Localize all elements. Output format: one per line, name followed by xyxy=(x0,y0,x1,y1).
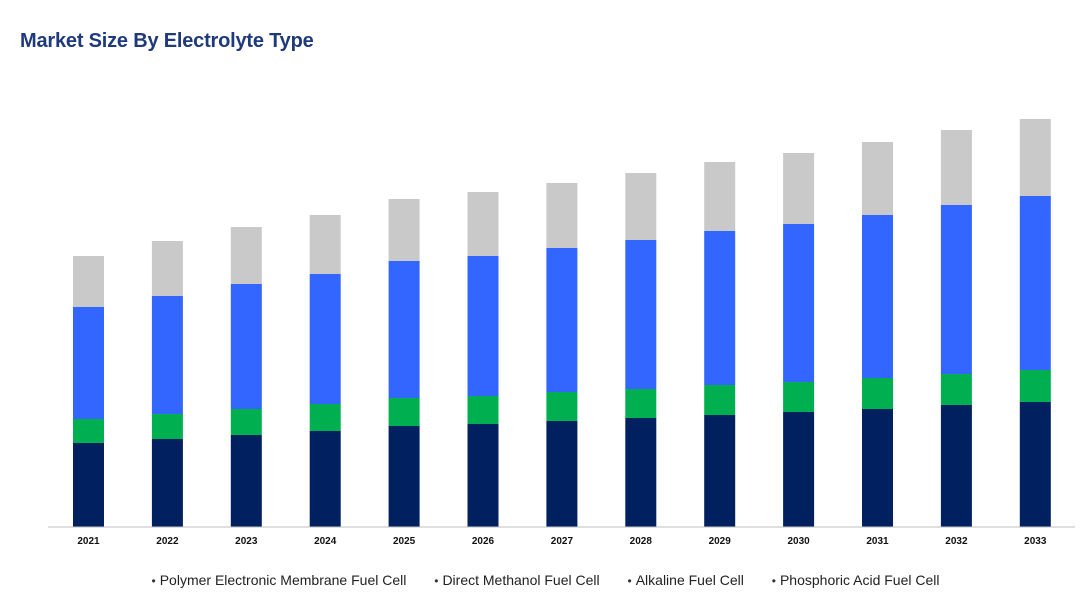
legend-label: Phosphoric Acid Fuel Cell xyxy=(779,572,940,588)
bar-2023-phosphoric-acid-fuel-cell xyxy=(230,227,262,284)
bar-2027-alkaline-fuel-cell xyxy=(546,248,578,392)
bar-2030-direct-methanol-fuel-cell xyxy=(783,382,815,412)
legend-item-pemfc: • Polymer Electronic Membrane Fuel Cell xyxy=(152,572,407,588)
x-tick-label: 2033 xyxy=(1024,536,1047,547)
x-tick-labels: 2021 2022 2023 2024 2025 2026 2027 2028 2029 2030… xyxy=(77,536,1046,547)
bar-2026-alkaline-fuel-cell xyxy=(467,256,499,396)
bar-2022-direct-methanol-fuel-cell xyxy=(151,414,183,439)
legend: • Polymer Electronic Membrane Fuel Cell •… xyxy=(0,572,1091,588)
x-tick-label: 2021 xyxy=(77,536,100,547)
bar-2029-direct-methanol-fuel-cell xyxy=(704,385,736,415)
bar-2030-alkaline-fuel-cell xyxy=(783,224,815,382)
bar-2031-alkaline-fuel-cell xyxy=(862,215,893,378)
x-tick-label: 2025 xyxy=(393,536,416,547)
bar-2028-phosphoric-acid-fuel-cell xyxy=(625,173,657,240)
legend-item-dmfc: • Direct Methanol Fuel Cell xyxy=(434,572,599,588)
x-tick-label: 2032 xyxy=(945,536,968,547)
x-tick-label: 2027 xyxy=(551,536,574,547)
bar-2026-polymer-electronic-membrane-fuel-cell xyxy=(467,424,499,527)
bar-2025-alkaline-fuel-cell xyxy=(388,261,420,398)
bar-2023-alkaline-fuel-cell xyxy=(230,284,262,409)
x-tick-label: 2028 xyxy=(630,536,653,547)
bar-2032-alkaline-fuel-cell xyxy=(940,205,972,374)
legend-item-afc: • Alkaline Fuel Cell xyxy=(628,572,744,588)
bar-2027-polymer-electronic-membrane-fuel-cell xyxy=(546,421,578,527)
bar-2021-phosphoric-acid-fuel-cell xyxy=(73,256,104,307)
legend-bullet: • xyxy=(627,574,632,588)
bar-2033-polymer-electronic-membrane-fuel-cell xyxy=(1019,402,1051,527)
bar-2027-direct-methanol-fuel-cell xyxy=(546,392,578,421)
bar-2032-phosphoric-acid-fuel-cell xyxy=(940,130,972,205)
bar-2031-direct-methanol-fuel-cell xyxy=(862,378,893,409)
x-tick-label: 2031 xyxy=(866,536,889,547)
bar-2032-direct-methanol-fuel-cell xyxy=(940,374,972,405)
bar-2026-direct-methanol-fuel-cell xyxy=(467,396,499,424)
x-tick-label: 2026 xyxy=(472,536,495,547)
x-tick-label: 2024 xyxy=(314,536,337,547)
legend-bullet: • xyxy=(771,574,776,588)
bar-2029-alkaline-fuel-cell xyxy=(704,231,736,385)
legend-label: Alkaline Fuel Cell xyxy=(635,572,744,588)
bar-2026-phosphoric-acid-fuel-cell xyxy=(467,192,499,256)
bar-2030-polymer-electronic-membrane-fuel-cell xyxy=(783,412,815,527)
bar-2025-phosphoric-acid-fuel-cell xyxy=(388,199,420,261)
bar-2021-polymer-electronic-membrane-fuel-cell xyxy=(73,443,104,527)
bar-2029-phosphoric-acid-fuel-cell xyxy=(704,162,736,231)
bar-2032-polymer-electronic-membrane-fuel-cell xyxy=(940,405,972,527)
bar-2024-direct-methanol-fuel-cell xyxy=(309,404,341,431)
x-tick-label: 2029 xyxy=(709,536,732,547)
bar-2031-polymer-electronic-membrane-fuel-cell xyxy=(862,409,893,527)
bar-2021-direct-methanol-fuel-cell xyxy=(73,419,104,443)
bar-2023-polymer-electronic-membrane-fuel-cell xyxy=(230,435,262,527)
bar-2033-phosphoric-acid-fuel-cell xyxy=(1019,119,1051,196)
bar-2028-alkaline-fuel-cell xyxy=(625,240,657,389)
bar-2029-polymer-electronic-membrane-fuel-cell xyxy=(704,415,736,527)
chart-title: Market Size By Electrolyte Type xyxy=(20,30,314,52)
bar-2022-phosphoric-acid-fuel-cell xyxy=(151,241,183,296)
bar-2024-alkaline-fuel-cell xyxy=(309,274,341,404)
bar-2031-phosphoric-acid-fuel-cell xyxy=(862,142,893,215)
bars-layer xyxy=(73,119,1051,527)
bar-2025-polymer-electronic-membrane-fuel-cell xyxy=(388,426,420,527)
x-tick-label: 2030 xyxy=(787,536,810,547)
bar-2030-phosphoric-acid-fuel-cell xyxy=(783,153,815,224)
bar-2028-polymer-electronic-membrane-fuel-cell xyxy=(625,418,657,527)
legend-item-pafc: • Phosphoric Acid Fuel Cell xyxy=(772,572,940,588)
bar-2028-direct-methanol-fuel-cell xyxy=(625,389,657,418)
legend-bullet: • xyxy=(434,574,439,588)
bar-2023-direct-methanol-fuel-cell xyxy=(230,409,262,435)
bar-2033-alkaline-fuel-cell xyxy=(1019,196,1051,370)
bar-2033-direct-methanol-fuel-cell xyxy=(1019,370,1051,402)
x-tick-label: 2022 xyxy=(156,536,179,547)
bar-2022-alkaline-fuel-cell xyxy=(151,296,183,414)
legend-label: Direct Methanol Fuel Cell xyxy=(442,572,600,588)
x-tick-label: 2023 xyxy=(235,536,258,547)
legend-bullet: • xyxy=(151,574,156,588)
bar-2021-alkaline-fuel-cell xyxy=(73,307,104,419)
bar-2024-phosphoric-acid-fuel-cell xyxy=(309,215,341,274)
bar-2027-phosphoric-acid-fuel-cell xyxy=(546,183,578,248)
bar-2025-direct-methanol-fuel-cell xyxy=(388,398,420,426)
legend-label: Polymer Electronic Membrane Fuel Cell xyxy=(159,572,407,588)
bar-2022-polymer-electronic-membrane-fuel-cell xyxy=(151,439,183,527)
bar-2024-polymer-electronic-membrane-fuel-cell xyxy=(309,431,341,527)
